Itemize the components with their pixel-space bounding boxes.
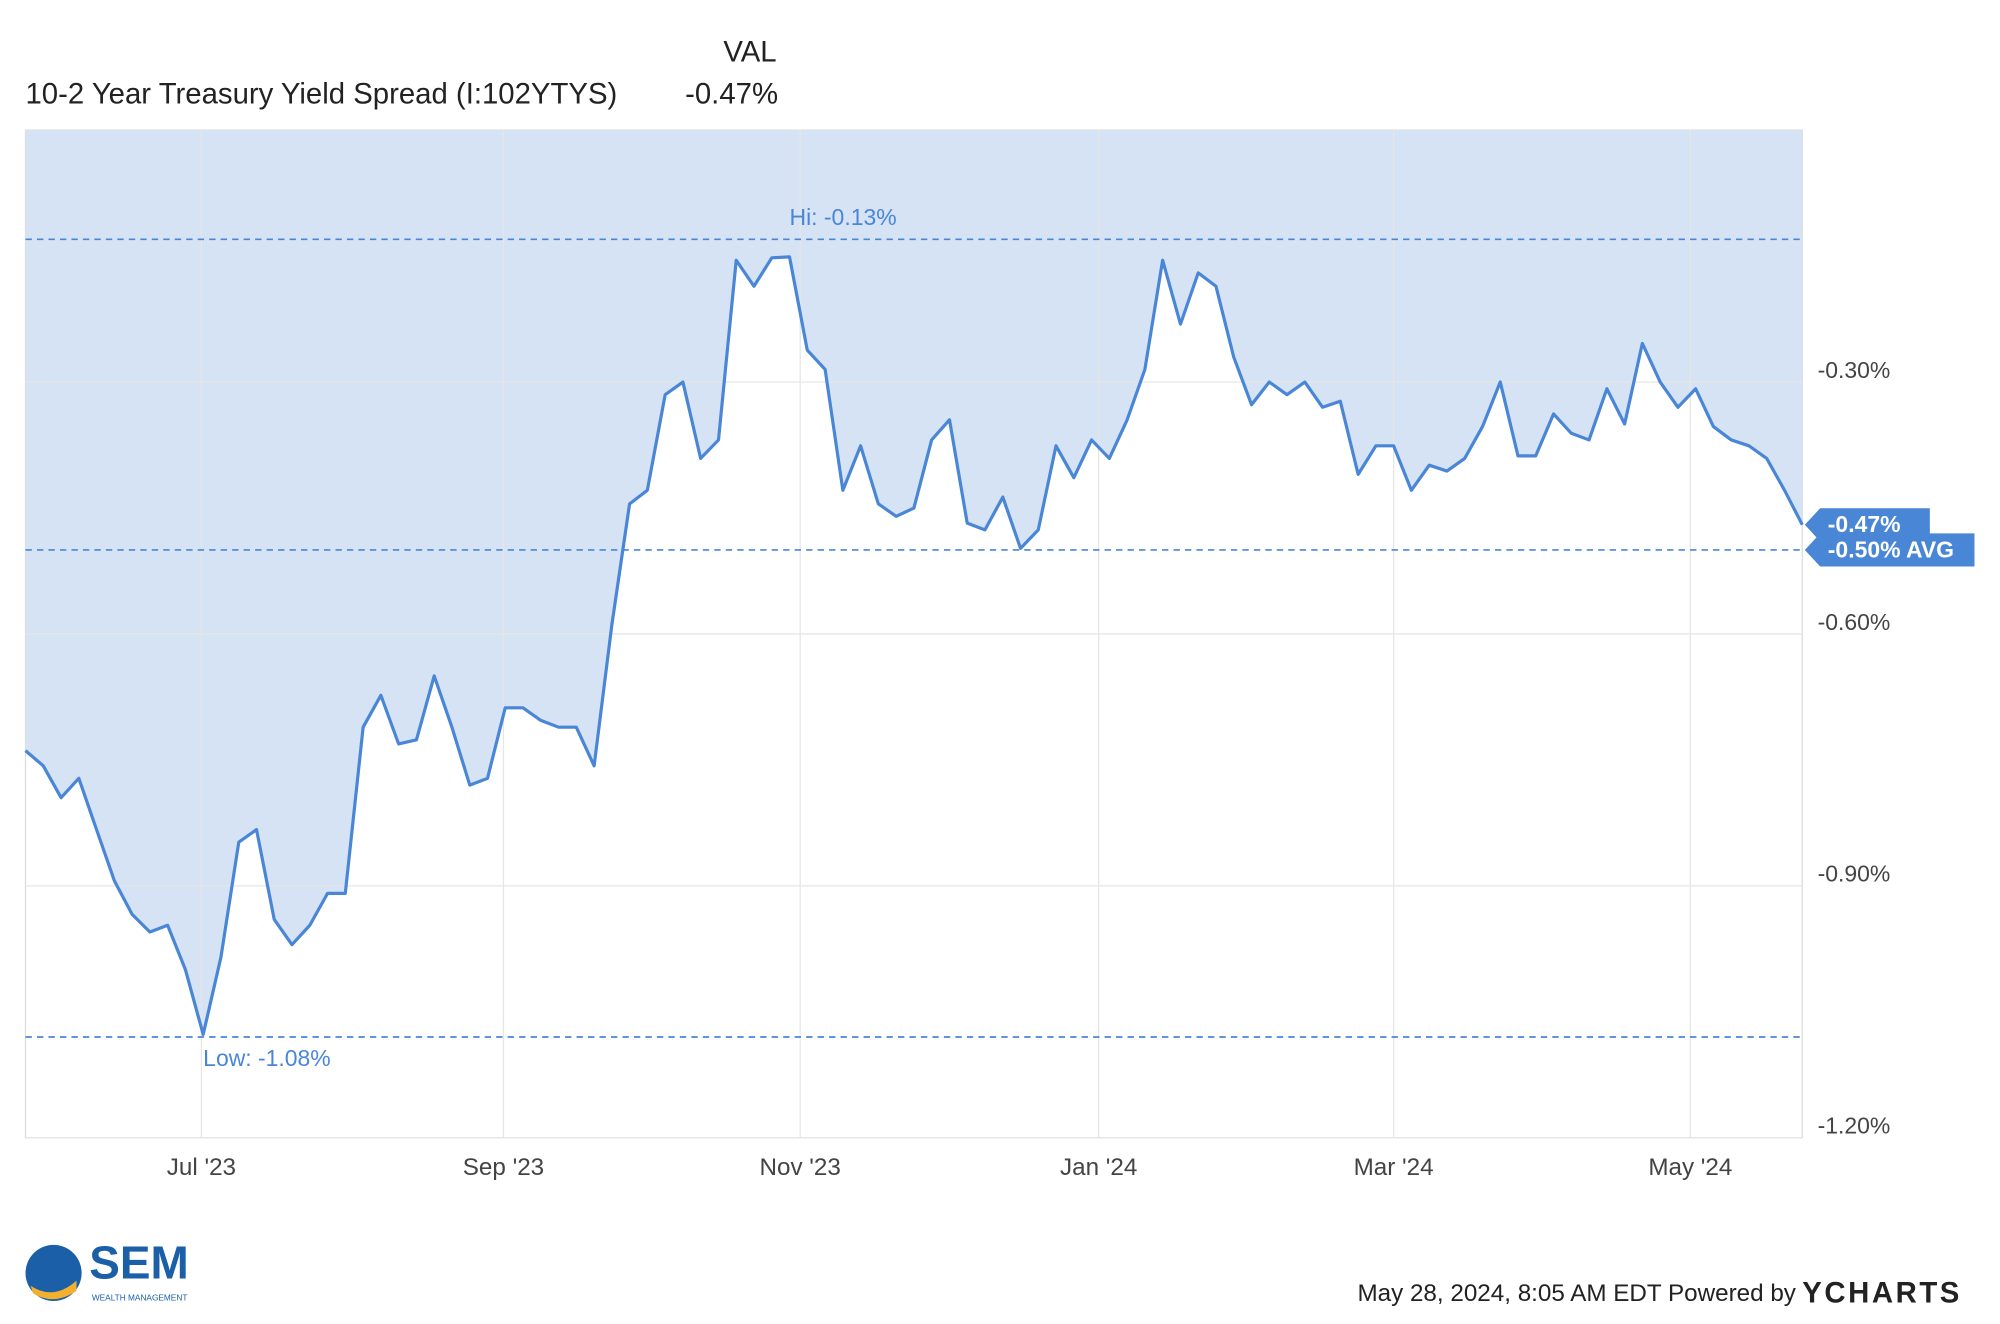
- logo-name: SEM: [89, 1237, 188, 1289]
- header-value: -0.47%: [685, 77, 778, 110]
- footer-timestamp: May 28, 2024, 8:05 AM EDT Powered by: [1357, 1280, 1796, 1307]
- x-tick-label: Mar '24: [1354, 1154, 1434, 1181]
- logo-mark: [25, 1244, 82, 1302]
- line: [24, 255, 1804, 1037]
- area: [25, 130, 1803, 1035]
- y-tick-label: -0.30%: [1818, 357, 1891, 383]
- x-tick-label: Nov '23: [760, 1154, 841, 1181]
- x-tick-label: Sep '23: [463, 1154, 544, 1181]
- x-tick-label: May '24: [1648, 1154, 1732, 1181]
- logo-tagline: WEALTH MANAGEMENT: [92, 1293, 188, 1303]
- logo-accent: [30, 1280, 77, 1300]
- footer-brand: YCHARTS: [1802, 1276, 1962, 1309]
- average-label: -0.50% AVG: [1828, 536, 1954, 562]
- low-label: Low: -1.08%: [203, 1045, 331, 1071]
- y-tick-label: -0.60%: [1818, 609, 1891, 635]
- average-tag: [1804, 533, 1975, 567]
- y-tick-label: -1.20%: [1818, 1113, 1891, 1139]
- header-label: VAL: [723, 35, 776, 68]
- x-tick-label: Jan '24: [1060, 1154, 1137, 1181]
- x-tick-label: Jul '23: [167, 1154, 236, 1181]
- y-tick-label: -0.90%: [1818, 861, 1891, 887]
- hi-label: Hi: -0.13%: [790, 204, 897, 230]
- current-value-tag: [1804, 508, 1930, 542]
- logo: SEM WEALTH MANAGEMENT: [25, 1237, 189, 1303]
- current-value-label: -0.47%: [1828, 511, 1901, 537]
- series-name: 10-2 Year Treasury Yield Spread (I:102YT…: [26, 77, 618, 110]
